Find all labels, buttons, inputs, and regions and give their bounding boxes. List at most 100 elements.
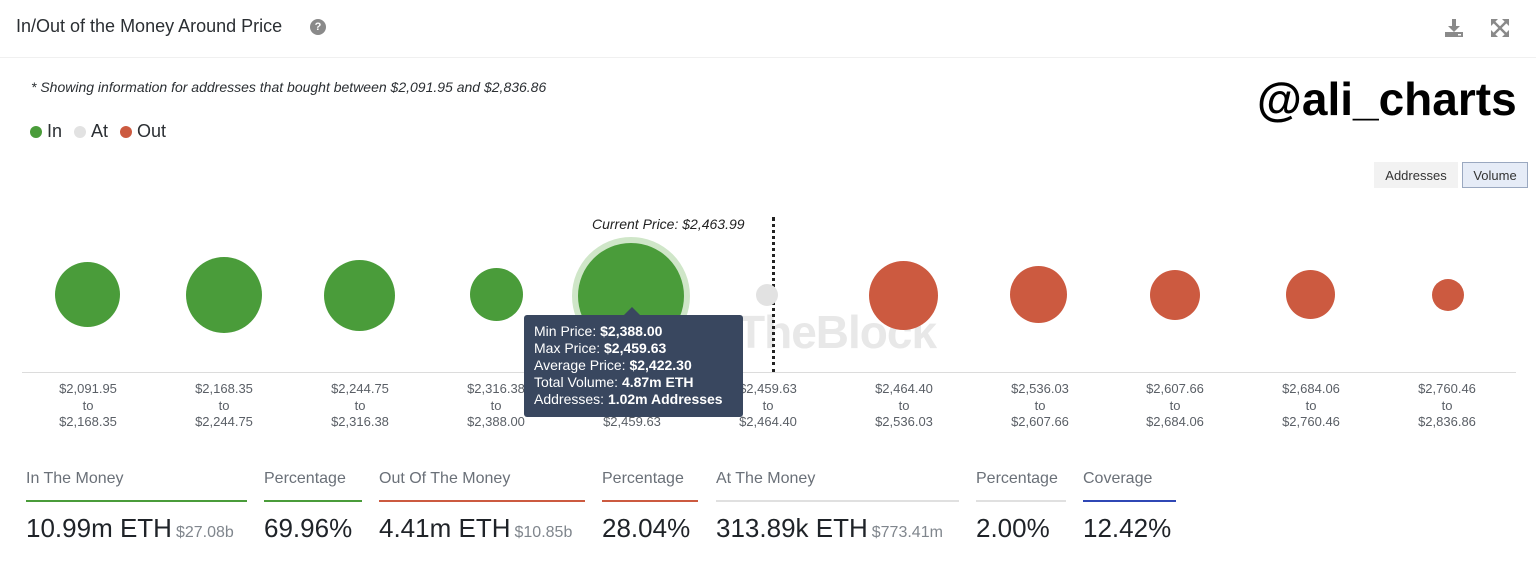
range-to: $2,536.03 [875,414,933,429]
range-to-word: to [762,397,774,413]
range-to-word: to [1034,397,1046,413]
tooltip-max-price: Max Price: $2,459.63 [534,340,667,356]
range-label: $2,684.06 to $2,760.46 [1251,381,1371,431]
expand-icon[interactable] [1489,17,1511,39]
stat-label: Percentage [976,470,1058,487]
stat-rule [716,500,959,502]
range-to: $2,388.00 [467,414,525,429]
chart-legend: In At Out [30,121,178,142]
range-label: $2,459.63 to $2,464.40 [708,381,828,431]
legend-label-at: At [91,121,109,141]
legend-dot-in-icon [30,125,42,138]
range-to-word: to [82,397,94,413]
stat-rule [976,500,1066,502]
tooltip-addresses: Addresses: 1.02m Addresses [534,391,723,407]
legend-dot-at-icon [74,125,87,138]
range-label: $2,244.75 to $2,316.38 [300,381,420,431]
bubble-out-4[interactable] [1286,270,1335,319]
tooltip-min-price: Min Price: $2,388.00 [534,323,663,339]
range-label: $2,607.66 to $2,684.06 [1115,381,1235,431]
range-label: $2,760.46 to $2,836.86 [1387,381,1507,431]
stat-label: In The Money [26,470,124,487]
stat-out-percentage: Percentage 28.04% [602,470,698,544]
legend-item-in[interactable]: In [30,121,62,142]
bubble-in-1[interactable] [55,262,120,327]
help-icon[interactable]: ? [310,19,326,35]
stat-label: Percentage [264,470,346,487]
range-from: $2,536.03 [1011,381,1069,396]
bubble-out-2[interactable] [1010,266,1067,323]
range-from: $2,316.38 [467,381,525,396]
stat-value: 2.00% [976,513,1050,543]
range-from: $2,459.63 [739,381,797,396]
range-note: * Showing information for addresses that… [31,79,547,95]
legend-item-out[interactable]: Out [120,121,166,142]
stat-rule [602,500,698,502]
legend-item-at[interactable]: At [74,121,108,142]
addresses-toggle-button[interactable]: Addresses [1374,162,1458,188]
bubble-out-5[interactable] [1432,279,1464,311]
range-from: $2,244.75 [331,381,389,396]
range-from: $2,684.06 [1282,381,1340,396]
range-to: $2,836.86 [1418,414,1476,429]
range-label: $2,168.35 to $2,244.75 [164,381,284,431]
stat-label: At The Money [716,470,816,487]
stat-at-percentage: Percentage 2.00% [976,470,1066,544]
stat-in-percentage: Percentage 69.96% [264,470,362,544]
range-from: $2,091.95 [59,381,117,396]
range-to: $2,464.40 [739,414,797,429]
stat-value: 12.42% [1083,513,1172,543]
range-to-word: to [1169,397,1181,413]
bubble-out-3[interactable] [1150,270,1200,320]
bubble-tooltip: Min Price: $2,388.00 Max Price: $2,459.6… [524,307,743,417]
range-label: $2,091.95 to $2,168.35 [28,381,148,431]
range-from: $2,168.35 [195,381,253,396]
range-to-word: to [218,397,230,413]
legend-label-out: Out [137,121,167,141]
range-to-word: to [354,397,366,413]
stat-value: 10.99m ETH $27.08b [26,513,234,543]
range-from: $2,464.40 [875,381,933,396]
range-to: $2,760.46 [1282,414,1340,429]
range-from: $2,760.46 [1418,381,1476,396]
stat-at-the-money: At The Money 313.89k ETH $773.41m [716,470,959,544]
stat-value: 69.96% [264,513,353,543]
range-label: $2,536.03 to $2,607.66 [980,381,1100,431]
range-to-word: to [1305,397,1317,413]
stat-out-of-the-money: Out Of The Money 4.41m ETH $10.85b [379,470,585,544]
range-label: $2,464.40 to $2,536.03 [844,381,964,431]
download-icon[interactable] [1443,17,1465,39]
widget-title: In/Out of the Money Around Price [16,16,283,36]
stat-value: 28.04% [602,513,691,543]
stat-label: Percentage [602,470,684,487]
range-to: $2,168.35 [59,414,117,429]
x-axis-line [22,372,1516,373]
widget-header: In/Out of the Money Around Price ? [0,0,1536,58]
stat-value: 313.89k ETH $773.41m [716,513,943,543]
bubble-out-1[interactable] [869,261,938,330]
metric-toggle: Addresses Volume [1374,162,1528,188]
range-to-word: to [490,397,502,413]
range-to: $2,684.06 [1146,414,1204,429]
legend-dot-out-icon [120,125,133,138]
stat-in-the-money: In The Money 10.99m ETH $27.08b [26,470,247,544]
stat-label: Out Of The Money [379,470,511,487]
stat-value: 4.41m ETH $10.85b [379,513,573,543]
range-to: $2,459.63 [603,414,661,429]
bubble-in-2[interactable] [186,257,262,333]
current-price-label: Current Price: $2,463.99 [592,216,745,232]
bubble-at-1[interactable] [756,284,778,306]
bubble-in-4[interactable] [470,268,523,321]
range-to-word: to [898,397,910,413]
stat-rule [264,500,362,502]
range-label: $2,316.38 to $2,388.00 [436,381,556,431]
range-to: $2,316.38 [331,414,389,429]
bubble-in-3[interactable] [324,260,395,331]
volume-toggle-button[interactable]: Volume [1462,162,1528,188]
stat-rule [26,500,247,502]
author-watermark: @ali_charts [1257,73,1517,125]
stat-rule [1083,500,1176,502]
tooltip-total-volume: Total Volume: 4.87m ETH [534,374,694,390]
stat-label: Coverage [1083,470,1153,487]
stat-coverage: Coverage 12.42% [1083,470,1176,544]
